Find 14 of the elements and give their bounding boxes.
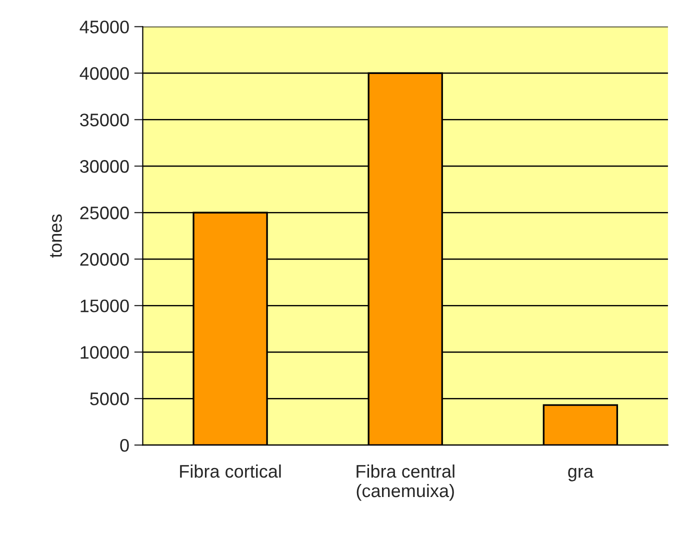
x-tick-label: gra bbox=[568, 468, 594, 482]
x-tick-label: Fibra central (canemuixa) bbox=[356, 464, 454, 501]
y-tick-label: 35000 bbox=[80, 114, 129, 126]
y-axis-title: tones bbox=[50, 214, 62, 258]
y-tick-label: 25000 bbox=[80, 206, 129, 220]
y-tick-label: 10000 bbox=[80, 346, 129, 359]
y-tick-label: 5000 bbox=[90, 392, 129, 406]
y-tick-label: 15000 bbox=[80, 300, 129, 312]
x-tick-label: Fibra cortical bbox=[180, 464, 281, 478]
y-tick-label: 20000 bbox=[80, 253, 129, 266]
y-tick-label: 40000 bbox=[80, 67, 129, 80]
y-tick-label: 30000 bbox=[80, 160, 129, 173]
y-tick-label: 0 bbox=[120, 438, 129, 452]
y-tick-label: 45000 bbox=[80, 20, 129, 34]
